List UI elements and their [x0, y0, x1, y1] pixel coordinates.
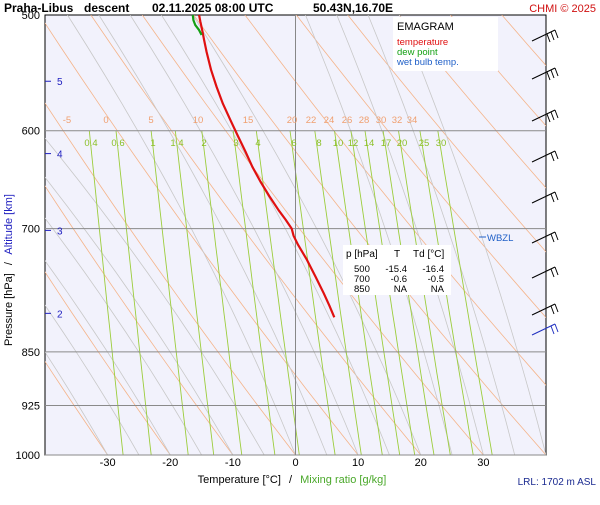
dry-adiabat-label: 22 — [306, 115, 317, 126]
dry-adiabat-label: 24 — [324, 115, 335, 126]
legend-wet-bulb: wet bulb temp. — [396, 57, 459, 68]
station-coords: 50.43N,16.70E — [313, 1, 393, 15]
mixing-ratio-label: 12 — [348, 138, 359, 149]
x-tick-label: 30 — [477, 457, 489, 469]
pressure-tick-label: 1000 — [16, 450, 40, 462]
dry-adiabat-label: 34 — [407, 115, 418, 126]
mixing-ratio-label: 8 — [316, 138, 321, 149]
pressure-tick-label: 700 — [22, 224, 40, 236]
dry-adiabat-label: 30 — [376, 115, 387, 126]
mixing-ratio-label: 10 — [333, 138, 344, 149]
mixing-ratio-label: 6 — [291, 138, 296, 149]
wbzl-label: WBZL — [487, 233, 513, 244]
mixing-ratio-label: 17 — [381, 138, 392, 149]
mixing-ratio-label: 14 — [364, 138, 375, 149]
x-tick-label: -30 — [100, 457, 116, 469]
y-axis-sep: / — [3, 261, 15, 265]
mixing-ratio-label: 1 — [150, 138, 155, 149]
pressure-tick-label: 600 — [22, 126, 40, 138]
dry-adiabat-label: 32 — [392, 115, 403, 126]
x-tick-label: -20 — [162, 457, 178, 469]
mixing-ratio-label: 4 — [255, 138, 260, 149]
mixing-ratio-label: 30 — [436, 138, 447, 149]
mixing-ratio-label: 0.6 — [111, 138, 124, 149]
lrl-label: LRL: 1702 m ASL — [518, 477, 597, 488]
x-tick-label: 10 — [352, 457, 364, 469]
pressure-tick-label: 925 — [22, 401, 40, 413]
sounding-mode: descent — [84, 1, 129, 15]
legend: EMAGRAM temperature dew point wet bulb t… — [393, 17, 498, 71]
mixing-ratio-label: 20 — [397, 138, 408, 149]
dry-adiabat-label: 15 — [243, 115, 254, 126]
dry-adiabat-label: 20 — [287, 115, 298, 126]
table-header-t: T — [394, 249, 400, 260]
table-header-p: p [hPa] — [346, 249, 378, 260]
mixing-ratio-label: 25 — [419, 138, 430, 149]
dry-adiabat — [553, 15, 600, 455]
dry-adiabat-label: 26 — [342, 115, 353, 126]
mixing-ratio-label: 3 — [233, 138, 238, 149]
table-cell: NA — [394, 284, 408, 295]
altitude-tick-label: 5 — [57, 77, 63, 88]
dry-adiabat-label: 10 — [193, 115, 204, 126]
x-axis-title: Temperature [°C] / Mixing ratio [g/kg] — [198, 474, 387, 486]
x-axis-temp-label: Temperature [°C] — [198, 474, 281, 486]
copyright: CHMI © 2025 — [529, 3, 596, 15]
sounding-datetime: 02.11.2025 08:00 UTC — [152, 1, 274, 15]
dry-adiabat-label: 5 — [148, 115, 153, 126]
data-table: p [hPa] T Td [°C] 500 -15.4 -16.4 700 -0… — [343, 245, 451, 295]
x-tick-label: -10 — [225, 457, 241, 469]
table-header-td: Td [°C] — [413, 249, 444, 260]
y-axis-alt-label: Altitude [km] — [3, 194, 15, 255]
y-axis-pressure-label: Pressure [hPa] — [3, 273, 15, 346]
y-axis-title: Pressure [hPa] / Altitude [km] — [3, 194, 15, 346]
dry-adiabat-label: 0 — [103, 115, 108, 126]
x-axis-mix-label: Mixing ratio [g/kg] — [300, 474, 386, 486]
pressure-tick-label: 850 — [22, 347, 40, 359]
mixing-ratio-label: 1.4 — [170, 138, 183, 149]
table-cell: NA — [431, 284, 445, 295]
altitude-tick-label: 2 — [57, 309, 63, 320]
pressure-tick-label: 500 — [22, 10, 40, 22]
x-axis-sep: / — [289, 474, 293, 486]
x-tick-label: 20 — [415, 457, 427, 469]
mixing-ratio-label: 0.4 — [84, 138, 97, 149]
mixing-ratio-label: 2 — [201, 138, 206, 149]
dry-adiabat-label: 28 — [359, 115, 370, 126]
altitude-tick-label: 4 — [57, 150, 63, 161]
chart-title: EMAGRAM — [397, 21, 454, 33]
dry-adiabat-label: -5 — [63, 115, 71, 126]
altitude-tick-label: 3 — [57, 226, 63, 237]
table-cell: 850 — [354, 284, 370, 295]
x-tick-label: 0 — [292, 457, 298, 469]
